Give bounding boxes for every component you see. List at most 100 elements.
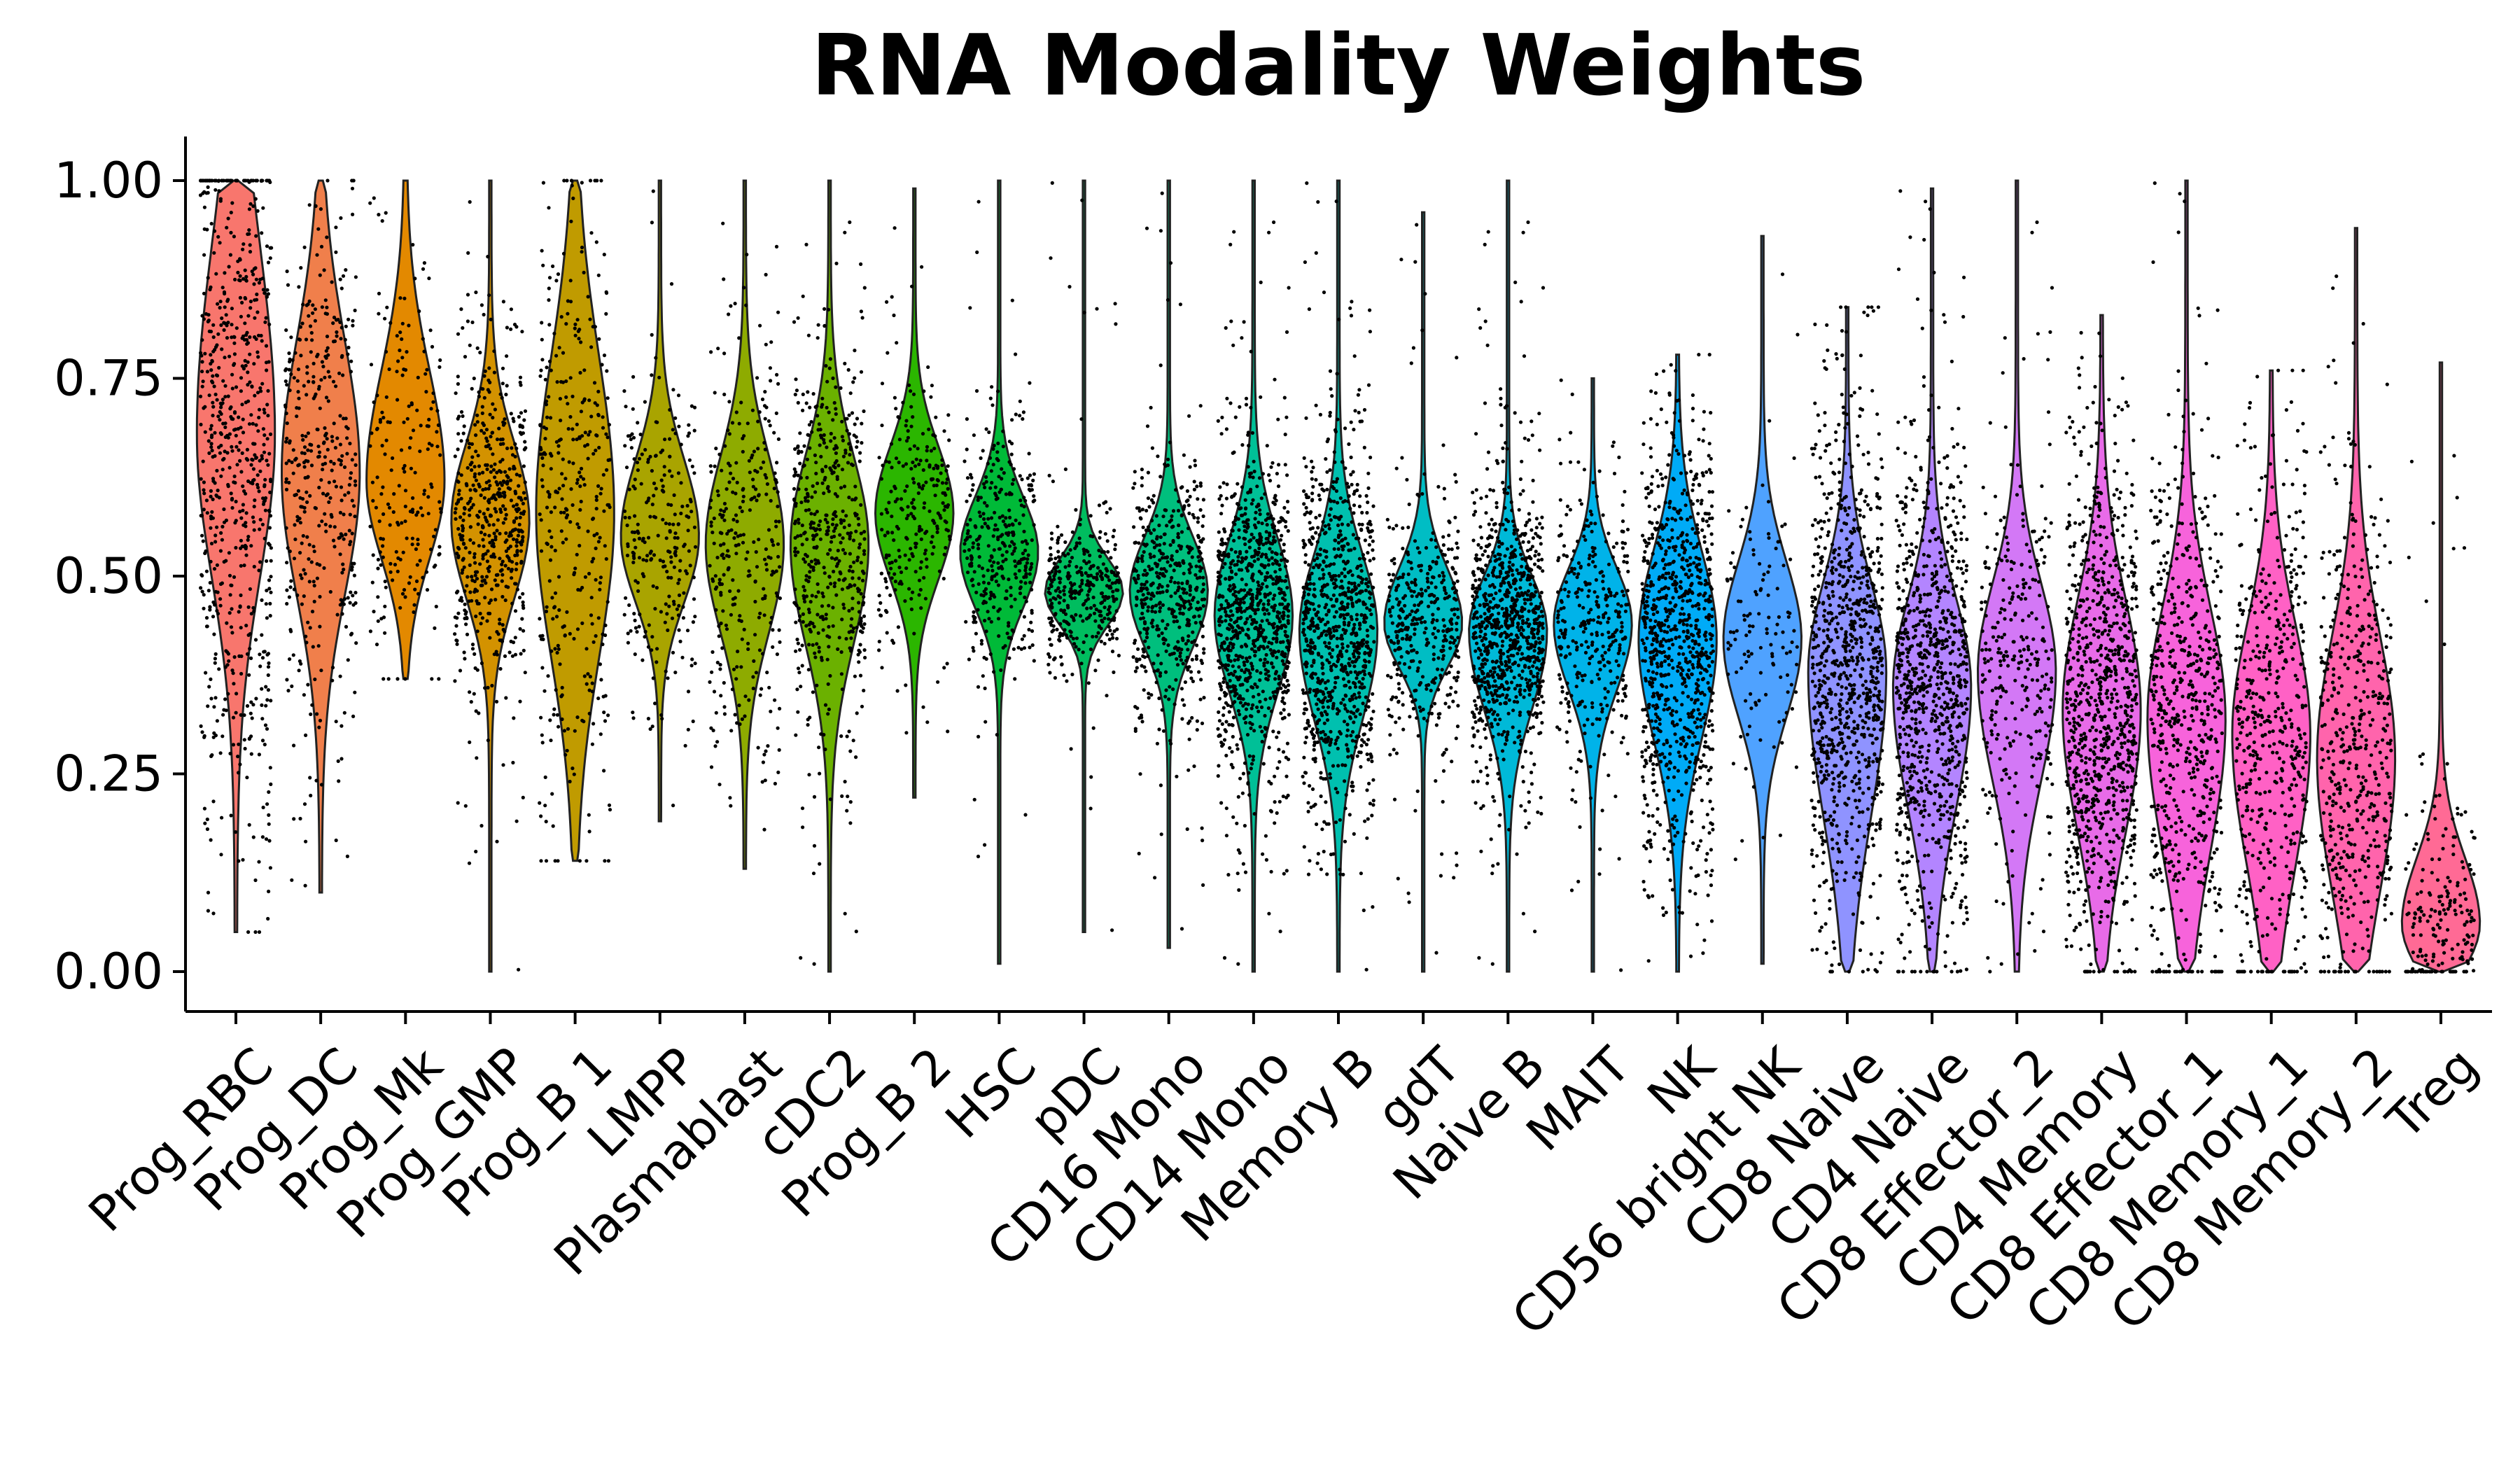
point <box>214 652 218 657</box>
point <box>297 668 301 673</box>
point <box>643 629 648 634</box>
point <box>664 522 668 526</box>
point <box>679 442 683 447</box>
point <box>211 335 216 340</box>
point <box>518 424 522 428</box>
point <box>267 822 271 826</box>
point <box>895 524 899 528</box>
point <box>1176 508 1181 513</box>
point <box>1147 564 1151 568</box>
point <box>1158 558 1162 562</box>
point <box>911 590 915 594</box>
point <box>877 648 881 652</box>
point <box>246 370 250 374</box>
point <box>416 592 421 596</box>
point <box>266 916 270 921</box>
point <box>310 703 314 707</box>
point <box>922 575 926 580</box>
point <box>291 471 295 475</box>
point <box>877 639 881 644</box>
point <box>243 321 247 326</box>
point <box>892 572 897 576</box>
point <box>808 526 813 530</box>
point <box>632 612 636 616</box>
point <box>316 428 320 432</box>
point <box>666 575 671 580</box>
point <box>1098 569 1102 573</box>
point <box>854 930 858 934</box>
point <box>1176 532 1180 536</box>
point <box>740 717 744 721</box>
point <box>199 724 203 728</box>
point <box>763 416 767 421</box>
point <box>1023 568 1028 573</box>
point <box>549 738 553 743</box>
point <box>1278 538 1283 542</box>
point <box>1143 639 1147 643</box>
point <box>592 533 596 538</box>
point <box>692 405 697 410</box>
point <box>1000 514 1004 518</box>
point <box>1199 659 1203 663</box>
point <box>1028 580 1032 584</box>
point <box>538 424 542 428</box>
point <box>814 594 818 598</box>
point <box>1105 510 1109 514</box>
point <box>816 481 820 486</box>
point <box>352 573 356 578</box>
point <box>1188 585 1192 589</box>
point <box>897 554 902 559</box>
point <box>498 392 503 396</box>
point <box>1285 473 1289 477</box>
point <box>858 542 862 547</box>
point <box>1010 522 1014 526</box>
point <box>252 609 256 613</box>
point <box>883 608 888 613</box>
point <box>974 388 979 393</box>
point <box>816 336 820 340</box>
point <box>1177 625 1182 629</box>
point <box>258 652 262 657</box>
point <box>419 506 424 510</box>
point <box>308 324 313 328</box>
point <box>469 700 473 704</box>
point <box>1275 640 1279 644</box>
point <box>895 497 899 501</box>
point <box>588 178 593 183</box>
point <box>602 769 606 773</box>
point <box>1161 514 1166 519</box>
point <box>943 504 947 509</box>
point <box>332 525 337 529</box>
point <box>370 480 375 484</box>
point <box>284 379 288 384</box>
point <box>264 602 268 606</box>
point <box>288 657 292 662</box>
point <box>811 566 816 570</box>
point <box>368 524 372 528</box>
point <box>1266 660 1270 664</box>
point <box>858 673 863 678</box>
point <box>988 652 993 657</box>
point <box>1020 637 1024 641</box>
point <box>370 431 374 435</box>
point <box>199 178 203 183</box>
point <box>962 542 967 546</box>
point <box>1068 548 1072 552</box>
point <box>965 536 969 540</box>
point <box>402 296 407 300</box>
point <box>1086 574 1090 578</box>
point <box>1188 570 1192 575</box>
point <box>734 677 738 681</box>
point <box>204 671 208 675</box>
point <box>1094 634 1098 638</box>
point <box>992 670 996 674</box>
point <box>721 609 725 613</box>
point <box>862 622 867 626</box>
point <box>1057 601 1061 605</box>
point <box>244 524 248 528</box>
point <box>1073 596 1077 600</box>
point <box>815 510 819 514</box>
point <box>850 463 855 468</box>
point <box>969 556 974 560</box>
point <box>1133 482 1137 486</box>
